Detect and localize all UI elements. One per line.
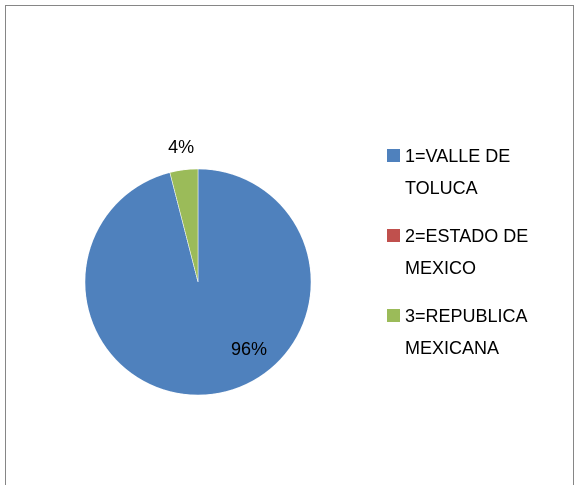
- pie-slice: [169, 168, 199, 283]
- legend-label: 2=ESTADO DE MEXICO: [405, 226, 529, 278]
- legend-swatch: [387, 149, 400, 162]
- legend-label: 1=VALLE DE TOLUCA: [405, 146, 511, 198]
- legend-label: 3=REPUBLICA MEXICANA: [405, 306, 527, 358]
- data-label: 4%: [168, 137, 194, 157]
- legend-item: 2=ESTADO DE MEXICO: [387, 220, 557, 284]
- chart-frame: [5, 5, 574, 485]
- legend: 1=VALLE DE TOLUCA 2=ESTADO DE MEXICO 3=REP…: [387, 140, 557, 380]
- legend-swatch: [387, 229, 400, 242]
- data-label: 96%: [231, 339, 267, 359]
- legend-swatch: [387, 309, 400, 322]
- legend-item: 3=REPUBLICA MEXICANA: [387, 300, 557, 364]
- legend-item: 1=VALLE DE TOLUCA: [387, 140, 557, 204]
